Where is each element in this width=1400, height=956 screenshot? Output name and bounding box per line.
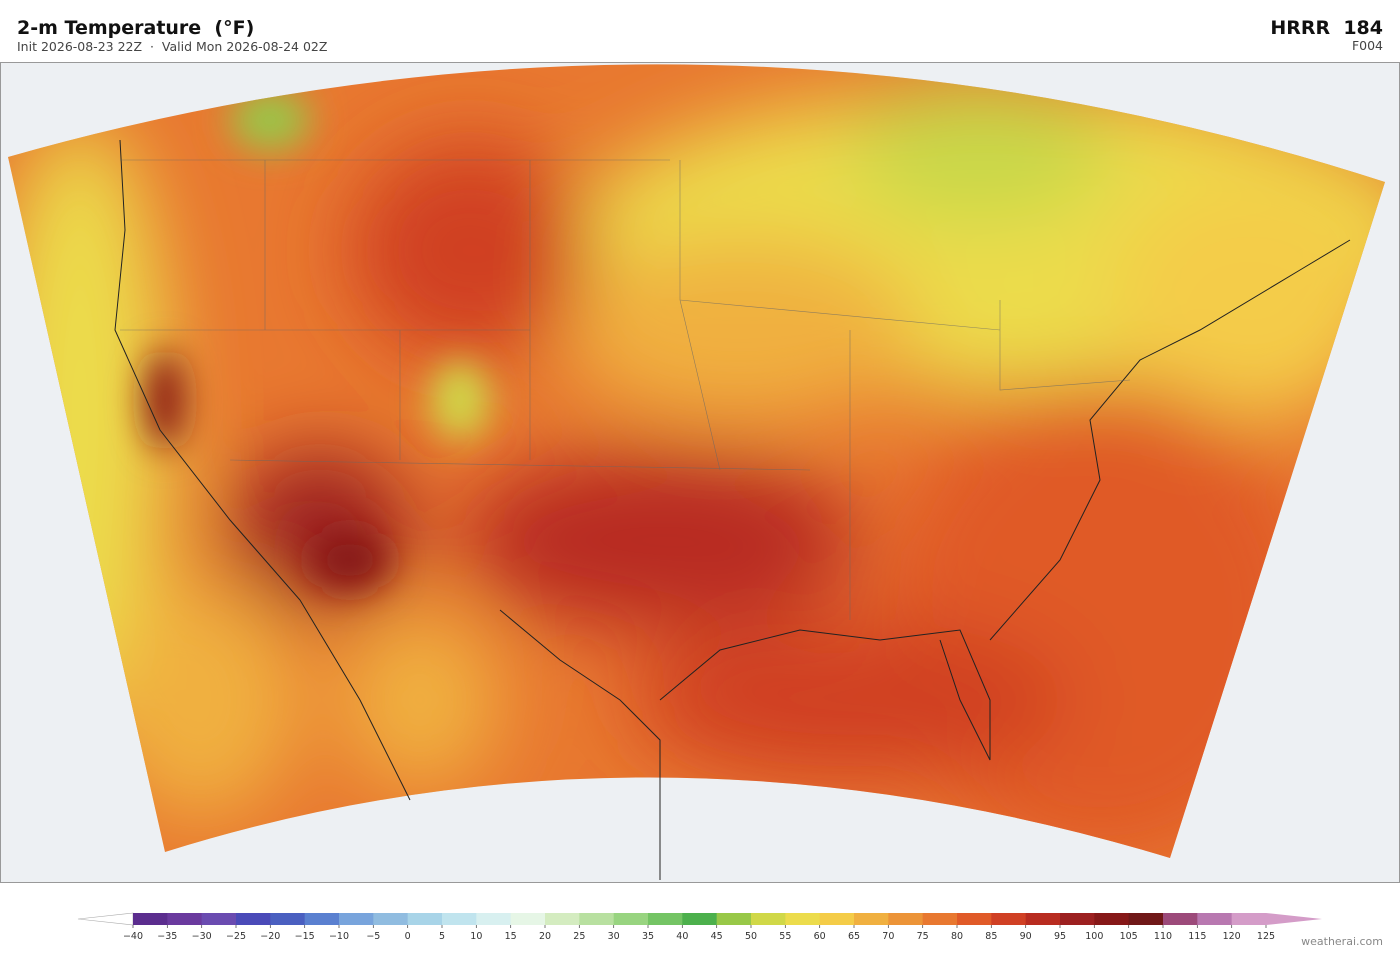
colorbar-tick-label: 60	[814, 931, 826, 942]
state-borders	[120, 159, 1131, 620]
colorbar-bin	[339, 913, 374, 925]
colorbar-bin	[373, 913, 409, 925]
colorbar-bin	[1128, 913, 1164, 925]
coastlines	[114, 139, 1351, 880]
colorbar-bin	[1197, 913, 1233, 925]
colorbar-tick-label: 105	[1120, 931, 1138, 942]
colorbar-tick-label: 30	[608, 931, 620, 942]
colorbar-tick-label: 115	[1188, 931, 1206, 942]
colorbar-tick-label: 125	[1257, 931, 1275, 942]
colorbar-under-arrow	[77, 912, 134, 926]
colorbar: −40 −35 −30 −25 −20 −15 −10 −5 0 5 10 15 20 25 30 35 40 4…	[77, 912, 1322, 942]
colorbar-tick-label: 40	[676, 931, 688, 942]
subtitle: Init 2026-08-23 22Z · Valid Mon 2026-08-…	[17, 39, 327, 54]
colorbar-bin	[1231, 913, 1267, 925]
colorbar-bin	[613, 913, 649, 925]
colorbar-tick-label: 0	[405, 931, 411, 942]
colorbar-bin	[1094, 913, 1130, 925]
colorbar-tick-label: −20	[260, 931, 280, 942]
colorbar-tick-label: −10	[329, 931, 349, 942]
colorbar-bin	[1163, 913, 1198, 925]
colorbar-bin	[476, 913, 512, 925]
colorbar-tick-label: 70	[882, 931, 894, 942]
colorbar-tick-label: 75	[917, 931, 929, 942]
colorbar-bin	[579, 913, 615, 925]
title: 2-m Temperature (°F)	[17, 17, 254, 39]
colorbar-bin	[819, 913, 855, 925]
model-label: HRRR 184	[1270, 17, 1383, 39]
colorbar-bin	[751, 913, 786, 925]
colorbar-tick-label: 85	[985, 931, 997, 942]
colorbar-bin	[133, 913, 168, 925]
colorbar-bin	[201, 913, 237, 925]
colorbar-bin	[1025, 913, 1061, 925]
colorbar-bin	[236, 913, 271, 925]
colorbar-over-arrow	[1266, 913, 1322, 925]
colorbar-tick-label: 35	[642, 931, 654, 942]
colorbar-tick-label: 110	[1154, 931, 1172, 942]
colorbar-tick-label: −30	[192, 931, 212, 942]
colorbar-tick-label: 100	[1085, 931, 1103, 942]
colorbar-tick-label: −35	[157, 931, 177, 942]
colorbar-tick-label: 15	[505, 931, 517, 942]
colorbar-bin	[1060, 913, 1095, 925]
colorbar-tick-label: −40	[123, 931, 143, 942]
colorbar-bin	[716, 913, 752, 925]
colorbar-bin	[648, 913, 683, 925]
colorbar-bin	[167, 913, 203, 925]
colorbar-bin	[407, 913, 443, 925]
colorbar-bin	[304, 913, 340, 925]
colorbar-tick-label: 45	[711, 931, 723, 942]
colorbar-bin	[545, 913, 580, 925]
colorbar-tick-label: 50	[745, 931, 757, 942]
colorbar-tick-label: 65	[848, 931, 860, 942]
colorbar-bin	[682, 913, 718, 925]
colorbar-tick-label: −25	[226, 931, 246, 942]
colorbar-tick-label: −5	[366, 931, 380, 942]
temperature-field	[8, 64, 1385, 859]
colorbar-bin	[510, 913, 546, 925]
colorbar-bin	[785, 913, 821, 925]
colorbar-tick-label: 20	[539, 931, 551, 942]
colorbar-tick-label: 10	[470, 931, 482, 942]
colorbar-bin	[442, 913, 477, 925]
colorbar-tick-label: 55	[779, 931, 791, 942]
colorbar-bin	[854, 913, 889, 925]
colorbar-bin	[888, 913, 924, 925]
credit: weatherai.com	[1301, 935, 1383, 948]
colorbar-tick-label: 120	[1223, 931, 1241, 942]
colorbar-bin	[922, 913, 958, 925]
colorbar-bin	[270, 913, 306, 925]
colorbar-tick-label: 95	[1054, 931, 1066, 942]
colorbar-bin	[957, 913, 992, 925]
forecast-hour: F004	[1352, 38, 1383, 53]
colorbar-tick-label: 90	[1020, 931, 1032, 942]
colorbar-bin	[991, 913, 1027, 925]
colorbar-tick-label: −15	[295, 931, 315, 942]
colorbar-tick-label: 5	[439, 931, 445, 942]
colorbar-tick-label: 80	[951, 931, 963, 942]
colorbar-tick-label: 25	[573, 931, 585, 942]
